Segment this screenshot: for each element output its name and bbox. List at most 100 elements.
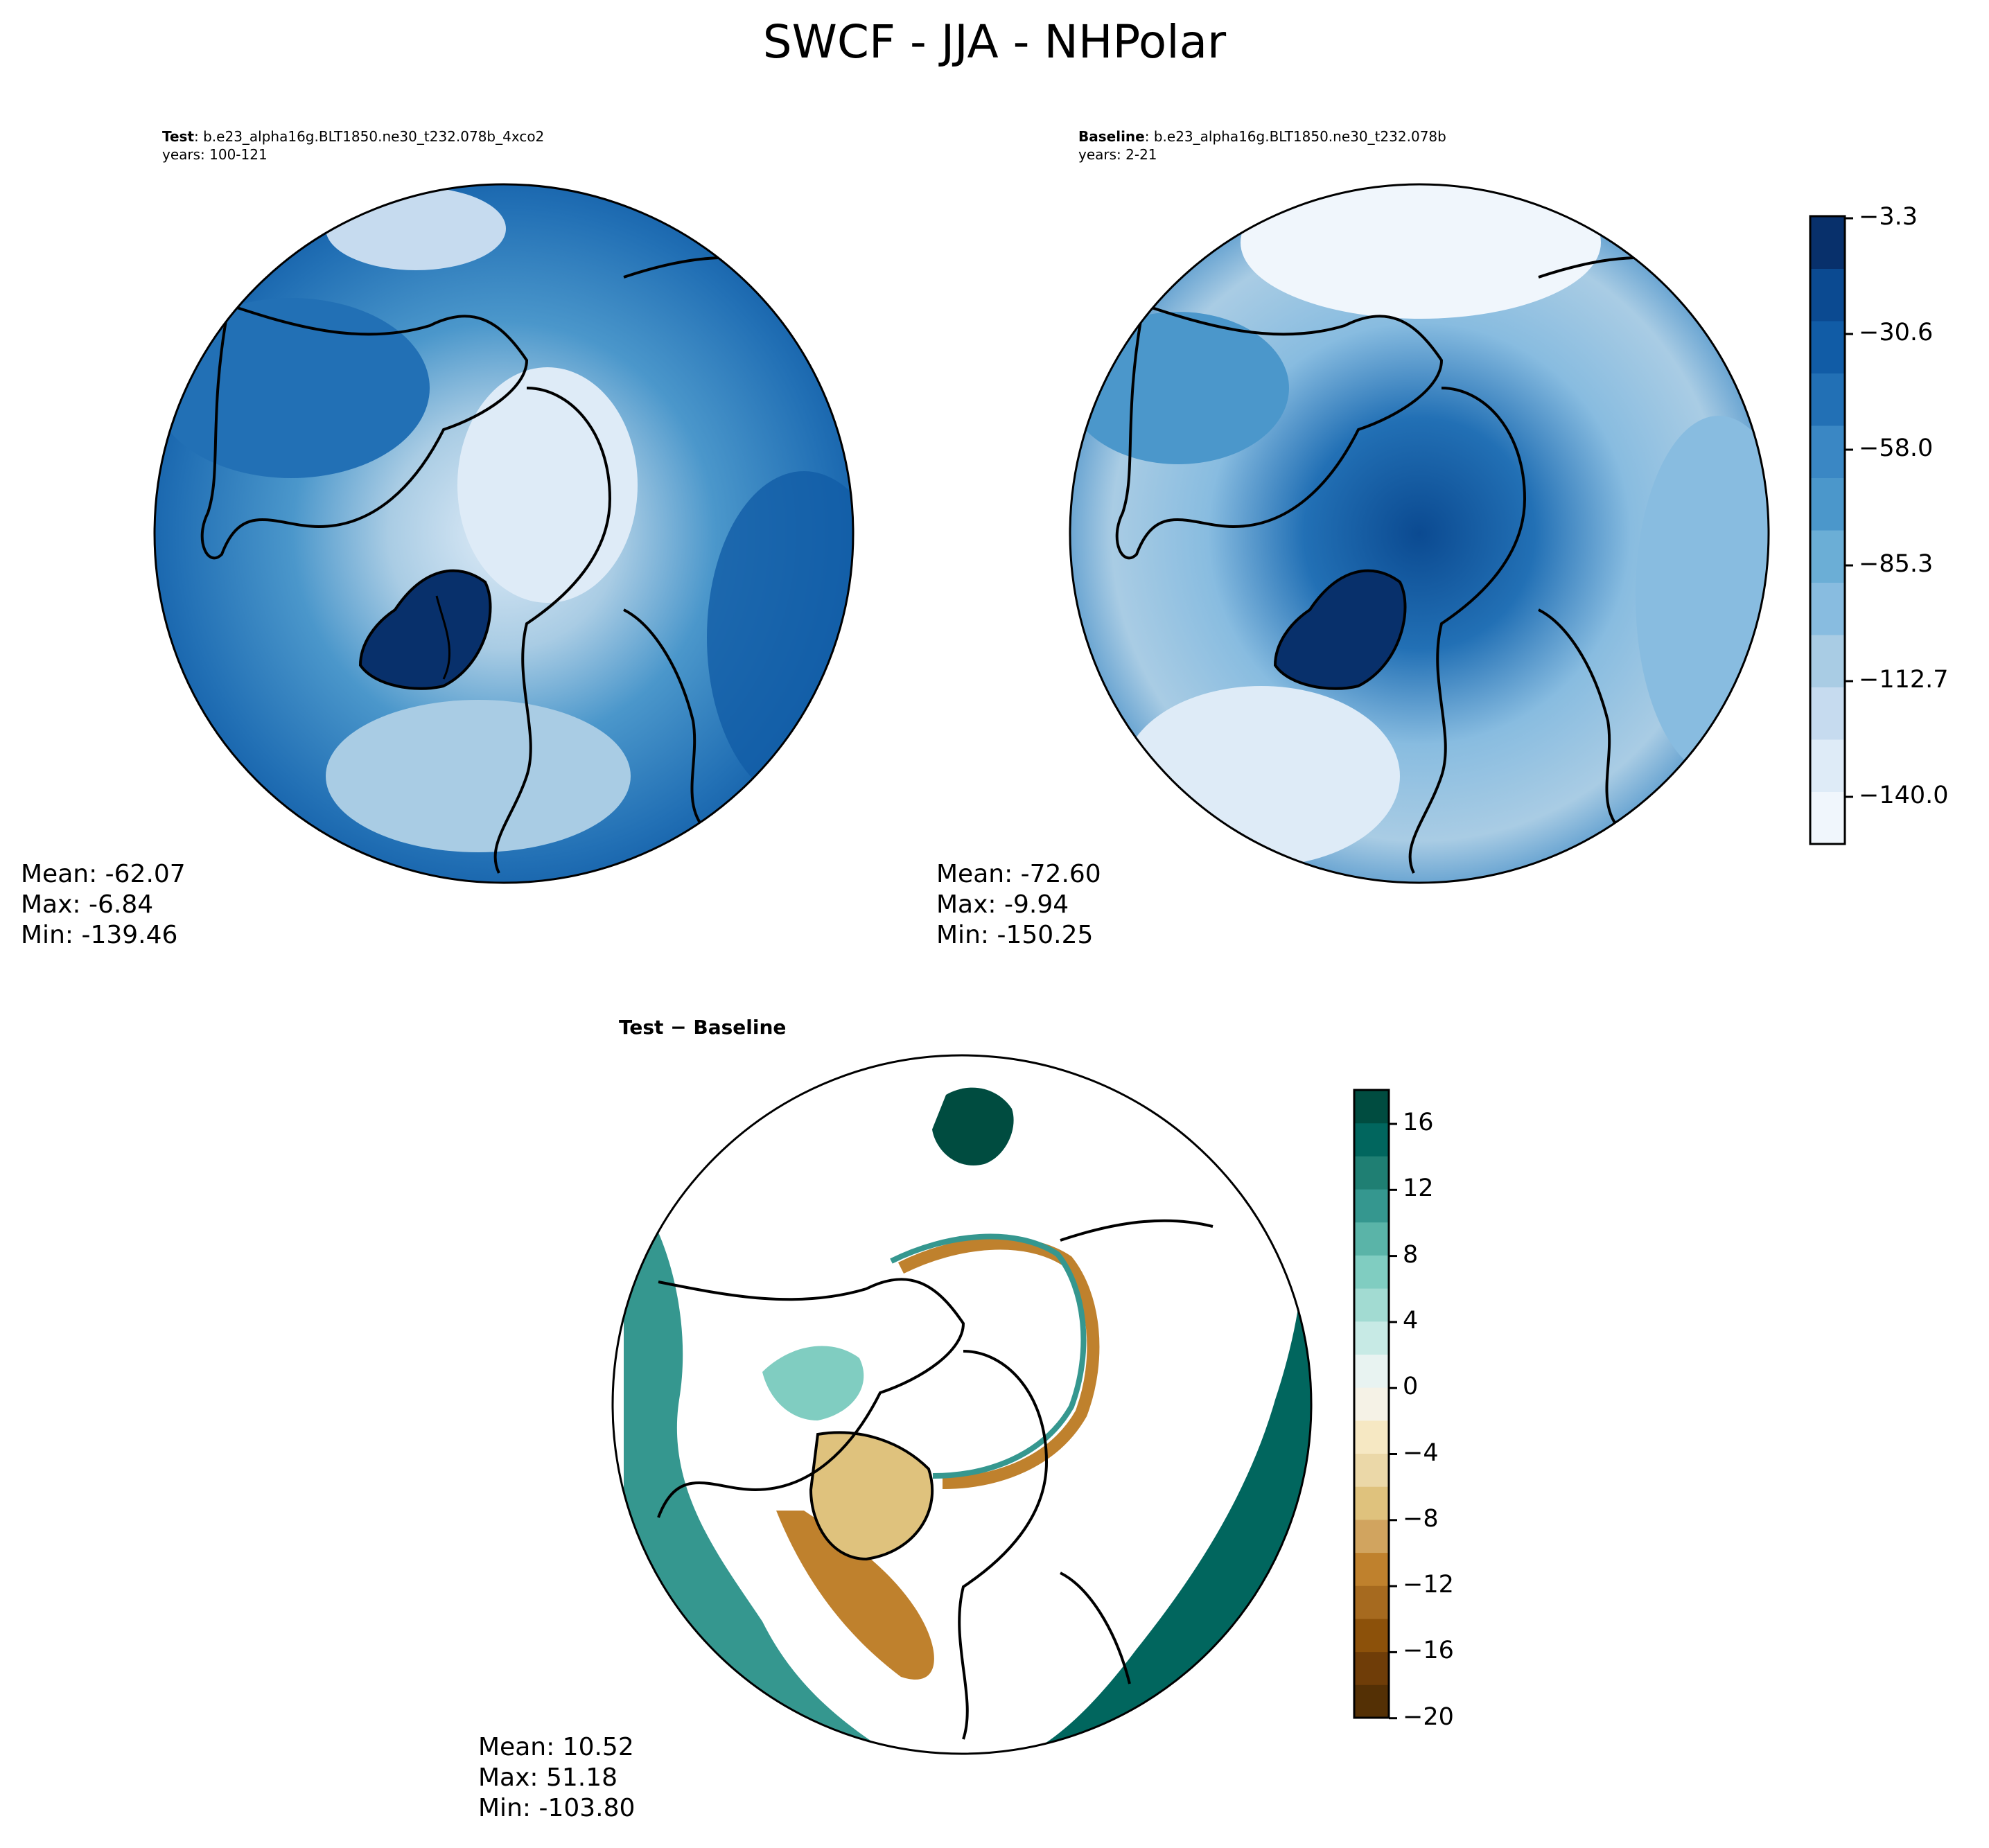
diff-positive-west xyxy=(624,1178,901,1754)
test-panel-header: Test: b.e23_alpha16g.BLT1850.ne30_t232.0… xyxy=(162,127,544,164)
test-field-patch-south xyxy=(326,700,631,852)
diff-colorbar-tick-label: 16 xyxy=(1403,1109,1434,1136)
baseline-years: years: 2-21 xyxy=(1078,146,1157,163)
diff-max: Max: 51.18 xyxy=(478,1763,618,1792)
baseline-mean: Mean: -72.60 xyxy=(936,860,1101,888)
main-colorbar-band xyxy=(1810,530,1845,583)
test-greenland xyxy=(358,569,492,690)
main-colorbar-frame xyxy=(1809,215,1846,845)
baseline-north-america-coast xyxy=(1115,303,1444,560)
baseline-field-patch-east xyxy=(1636,416,1769,776)
diff-colorbar xyxy=(1353,1089,1397,1720)
main-colorbar-tick-label: −112.7 xyxy=(1859,666,1949,694)
baseline-stats: Mean: -72.60 Max: -9.94 Min: -150.25 xyxy=(936,859,1101,951)
diff-panel-header: Test − Baseline xyxy=(619,1016,787,1039)
diff-colorbar-band xyxy=(1354,1189,1389,1223)
diff-colorbar-tick-label: 4 xyxy=(1403,1306,1419,1335)
test-map-boundary xyxy=(153,183,855,884)
diff-label-bold: Test − Baseline xyxy=(619,1016,787,1039)
main-colorbar-band xyxy=(1810,635,1845,687)
diff-map xyxy=(613,1055,1311,1754)
main-colorbar-tick-label: −58.0 xyxy=(1859,434,1934,462)
diff-colorbar-frame xyxy=(1353,1089,1390,1719)
diff-colorbar-tick-label: −4 xyxy=(1403,1438,1439,1467)
diff-colorbar-band xyxy=(1354,1222,1389,1256)
diff-colorbar-tick-label: 12 xyxy=(1403,1174,1434,1203)
baseline-min: Min: -150.25 xyxy=(936,921,1094,949)
diff-colorbar-band xyxy=(1354,1321,1389,1355)
baseline-map xyxy=(1070,184,1769,883)
diff-arctic-ring-negative xyxy=(897,1237,1100,1489)
test-north-america-coast xyxy=(200,303,529,560)
baseline-field-patch-west xyxy=(1070,312,1289,464)
diff-colorbar-band xyxy=(1354,1387,1389,1421)
main-colorbar-band xyxy=(1810,321,1845,373)
diff-colorbar-band xyxy=(1354,1354,1389,1388)
main-colorbar-band xyxy=(1810,373,1845,426)
diff-colorbar-band xyxy=(1354,1156,1389,1190)
diff-colorbar-tick-label: −8 xyxy=(1403,1504,1439,1533)
baseline-panel-header: Baseline: b.e23_alpha16g.BLT1850.ne30_t2… xyxy=(1078,127,1446,164)
main-colorbar-band xyxy=(1810,739,1845,792)
diff-colorbar-tick-label: −12 xyxy=(1403,1571,1454,1599)
test-stats: Mean: -62.07 Max: -6.84 Min: -139.46 xyxy=(21,859,186,951)
main-colorbar-band xyxy=(1810,268,1845,322)
diff-stats: Mean: 10.52 Max: 51.18 Min: -103.80 xyxy=(478,1732,635,1824)
baseline-label-case: : b.e23_alpha16g.BLT1850.ne30_t232.078b xyxy=(1144,128,1446,145)
baseline-field-patch-north xyxy=(1241,184,1601,319)
baseline-label-bold: Baseline xyxy=(1078,128,1145,145)
diff-colorbar-band xyxy=(1354,1684,1389,1718)
diff-map-boundary xyxy=(611,1054,1313,1755)
diff-eurasia-coast xyxy=(958,1219,1213,1740)
diff-colorbar-band xyxy=(1354,1618,1389,1653)
test-label-case: : b.e23_alpha16g.BLT1850.ne30_t232.078b_… xyxy=(194,128,545,145)
diff-colorbar-band xyxy=(1354,1453,1389,1487)
baseline-max: Max: -9.94 xyxy=(936,890,1069,919)
main-colorbar xyxy=(1809,215,1853,845)
test-map xyxy=(155,184,853,883)
diff-archipelago-positive xyxy=(762,1346,864,1420)
diff-colorbar-band xyxy=(1354,1585,1389,1619)
diff-positive-east xyxy=(1012,1143,1311,1754)
main-colorbar-band xyxy=(1810,687,1845,740)
main-colorbar-band xyxy=(1810,477,1845,531)
diff-min: Min: -103.80 xyxy=(478,1794,636,1822)
diff-colorbar-tick-label: 0 xyxy=(1403,1373,1419,1401)
main-colorbar-tick-label: −85.3 xyxy=(1859,550,1934,578)
diff-negative-atlantic xyxy=(776,1511,934,1680)
main-colorbar-band xyxy=(1810,425,1845,478)
figure-title: SWCF - JJA - NHPolar xyxy=(762,15,1227,69)
diff-positive-patch-outside xyxy=(932,1087,1014,1165)
diff-colorbar-band xyxy=(1354,1486,1389,1520)
diff-arctic-ring-positive xyxy=(890,1233,1087,1479)
diff-colorbar-band xyxy=(1354,1255,1389,1289)
diff-north-america-coast xyxy=(657,1278,965,1518)
baseline-map-boundary xyxy=(1069,183,1770,884)
test-field-patch-center xyxy=(457,367,638,603)
diff-colorbar-band xyxy=(1354,1552,1389,1586)
main-colorbar-tick-label: −30.6 xyxy=(1859,319,1934,346)
diff-colorbar-band xyxy=(1354,1090,1389,1124)
test-iceland xyxy=(435,595,451,680)
main-colorbar-tick-label: −140.0 xyxy=(1859,782,1949,809)
diff-colorbar-band xyxy=(1354,1651,1389,1685)
test-max: Max: -6.84 xyxy=(21,890,154,919)
diff-colorbar-band xyxy=(1354,1288,1389,1322)
test-mean: Mean: -62.07 xyxy=(21,860,186,888)
main-colorbar-band xyxy=(1810,582,1845,635)
diff-mean: Mean: 10.52 xyxy=(478,1733,634,1761)
baseline-greenland xyxy=(1273,569,1407,690)
diff-greenland-negative xyxy=(809,1431,934,1561)
diff-colorbar-band xyxy=(1354,1519,1389,1554)
test-years: years: 100-121 xyxy=(162,146,268,163)
diff-colorbar-tick-label: −20 xyxy=(1403,1702,1454,1731)
test-field-patch-east xyxy=(707,471,853,804)
diff-colorbar-band xyxy=(1354,1123,1389,1156)
diff-colorbar-tick-label: 8 xyxy=(1403,1240,1419,1269)
diff-colorbar-band xyxy=(1354,1420,1389,1454)
diff-colorbar-tick-label: −16 xyxy=(1403,1637,1454,1665)
baseline-field-patch-southwest xyxy=(1123,686,1400,866)
test-label-bold: Test xyxy=(162,128,195,145)
main-colorbar-band xyxy=(1810,791,1845,845)
